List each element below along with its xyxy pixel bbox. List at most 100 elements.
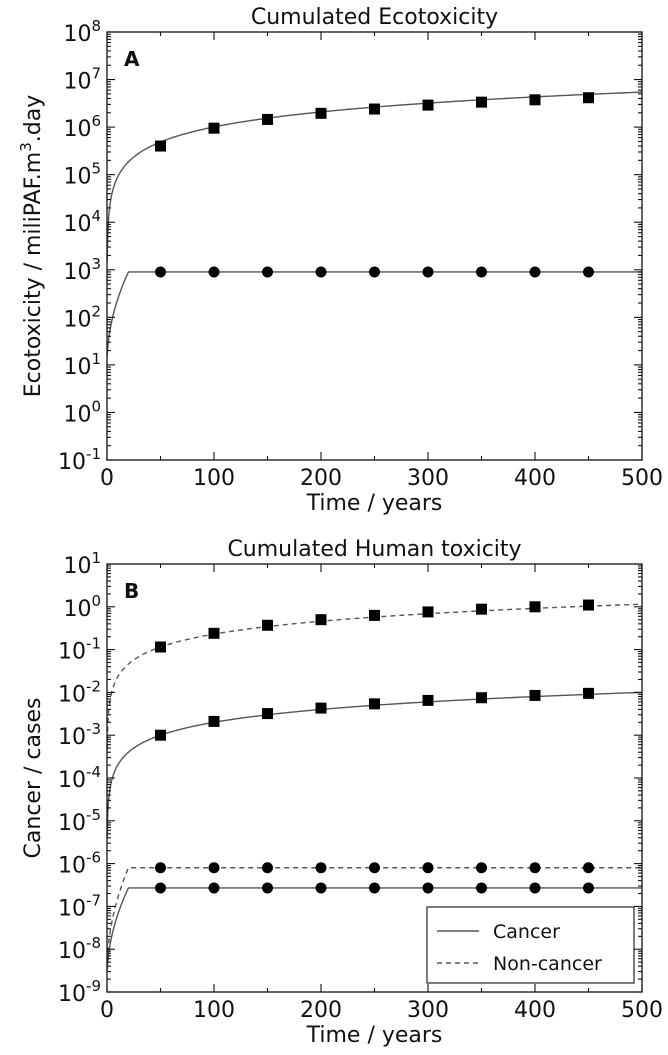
square-marker [262, 619, 273, 631]
series-line-2 [106, 867, 642, 962]
circle-marker [422, 862, 434, 874]
legend-label: Cancer [493, 921, 560, 943]
panel-b: Cumulated Human toxicity 0 100 200 300 400 500… [21, 537, 663, 1048]
square-marker [476, 692, 487, 704]
circle-marker [208, 266, 220, 278]
legend-box [426, 906, 635, 984]
legend-label: Non-cancer [493, 953, 602, 975]
circle-marker [155, 882, 166, 894]
series-line-1 [106, 691, 643, 838]
panel-a: Cumulated Ecotoxicity 0 100 200 300 400 500 10-… [17, 5, 663, 516]
square-marker [369, 698, 380, 710]
circle-marker [155, 862, 166, 874]
circle-marker [529, 266, 541, 278]
series-line-0 [106, 603, 643, 750]
x-tick-label: 400 [514, 998, 556, 1023]
x-tick-label: 500 [621, 466, 663, 491]
chart-title: Cumulated Human toxicity [227, 537, 521, 562]
y-tick-label: 10-5 [58, 806, 101, 836]
y-tick-label: 10-6 [58, 849, 101, 879]
square-marker [529, 94, 541, 106]
circle-marker [208, 882, 220, 894]
series-line-3 [106, 887, 642, 971]
circle-marker [529, 862, 541, 874]
square-marker [315, 107, 327, 119]
circle-marker [476, 862, 487, 874]
y-tick-label: 10-7 [58, 891, 101, 921]
x-tick-label: 200 [300, 998, 342, 1023]
x-axis-label: Time / years [306, 491, 443, 516]
square-marker [583, 599, 594, 611]
square-marker [476, 603, 487, 615]
y-tick-label: 101 [63, 350, 101, 380]
square-marker [476, 96, 487, 108]
square-marker [262, 708, 273, 720]
circle-marker [315, 266, 327, 278]
chart-title: Cumulated Ecotoxicity [251, 5, 498, 30]
x-tick-label: 0 [100, 998, 114, 1023]
circle-marker [583, 882, 594, 894]
circle-marker [422, 882, 434, 894]
circle-marker [155, 266, 166, 278]
square-marker [315, 614, 327, 626]
series-line-0 [106, 91, 643, 262]
x-axis-label: Time / years [306, 1023, 443, 1048]
x-tick-label: 200 [300, 466, 342, 491]
circle-marker [262, 266, 273, 278]
circle-marker [369, 862, 380, 874]
y-tick-label: 100 [63, 397, 101, 427]
circle-marker [208, 862, 220, 874]
y-tick-label: 105 [63, 160, 101, 190]
x-tick-label: 0 [100, 466, 114, 491]
y-axis-label: Cancer / cases [21, 698, 46, 859]
circle-marker [315, 862, 327, 874]
y-tick-label: 10-2 [58, 677, 101, 707]
y-tick-label: 10-1 [58, 635, 101, 665]
x-tick-label: 300 [407, 998, 449, 1023]
square-marker [422, 99, 434, 111]
square-marker [155, 641, 166, 653]
circle-marker [369, 882, 380, 894]
y-tick-label: 10-8 [58, 934, 101, 964]
y-tick-label: 104 [63, 207, 101, 237]
square-marker [529, 689, 541, 701]
y-tick-label: 103 [63, 255, 101, 285]
circle-marker [583, 862, 594, 874]
square-marker [262, 113, 273, 125]
y-tick-label: 10-4 [58, 763, 101, 793]
y-tick-label: 100 [63, 592, 101, 622]
series-line-1 [106, 271, 642, 356]
square-marker [315, 702, 327, 714]
circle-marker [476, 882, 487, 894]
square-marker [208, 627, 220, 639]
square-marker [422, 694, 434, 706]
square-marker [208, 122, 220, 134]
circle-marker [262, 862, 273, 874]
x-tick-label: 100 [193, 466, 235, 491]
y-tick-label: 10-1 [58, 445, 101, 475]
circle-marker [476, 266, 487, 278]
square-marker [155, 140, 166, 152]
circle-marker [529, 882, 541, 894]
y-axis-label: Ecotoxicity / miliPAF.m3.day [17, 95, 46, 398]
panel-letter: B [124, 579, 139, 603]
circle-marker [262, 882, 273, 894]
y-tick-label: 10-3 [58, 720, 101, 750]
x-tick-label: 300 [407, 466, 449, 491]
y-tick-label: 106 [63, 112, 101, 142]
square-marker [369, 609, 380, 621]
square-marker [529, 601, 541, 613]
circle-marker [422, 266, 434, 278]
x-tick-label: 400 [514, 466, 556, 491]
square-marker [422, 606, 434, 618]
square-marker [369, 103, 380, 115]
y-tick-label: 107 [63, 65, 101, 95]
panel-letter: A [124, 47, 140, 71]
circle-marker [583, 266, 594, 278]
square-marker [155, 729, 166, 741]
y-tick-label: 102 [63, 302, 101, 332]
circle-marker [315, 882, 327, 894]
circle-marker [369, 266, 380, 278]
square-marker [208, 715, 220, 727]
